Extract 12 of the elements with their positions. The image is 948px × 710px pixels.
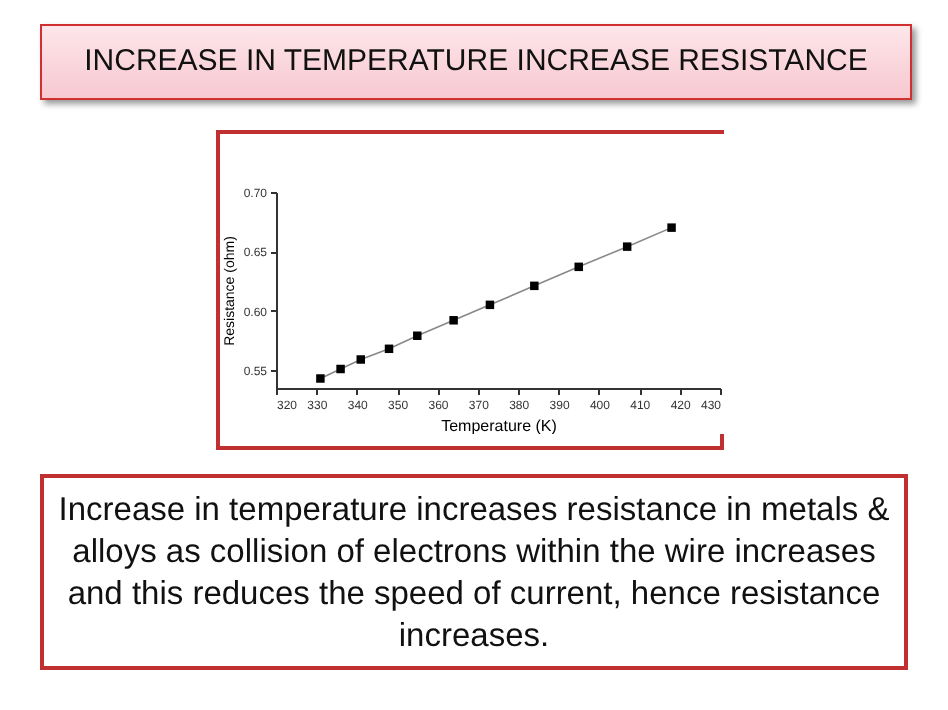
point: [449, 316, 458, 325]
x-axis-title: Temperature (K): [441, 417, 558, 435]
point: [622, 242, 632, 251]
point: [316, 374, 325, 383]
text: Increase in temperature increases resistance in metals & alloys as collision of electrons within the wire increases and this reduces the speed of current, hence resistance increases.: [40, 474, 908, 670]
point: [667, 223, 676, 232]
point: [413, 331, 422, 340]
point: [356, 355, 366, 364]
chart-title: INCREASE IN TEMPERATURE INCREASE RESISTANCE: [40, 24, 912, 100]
point: [530, 281, 539, 291]
point: [336, 364, 345, 374]
point: [574, 262, 583, 272]
